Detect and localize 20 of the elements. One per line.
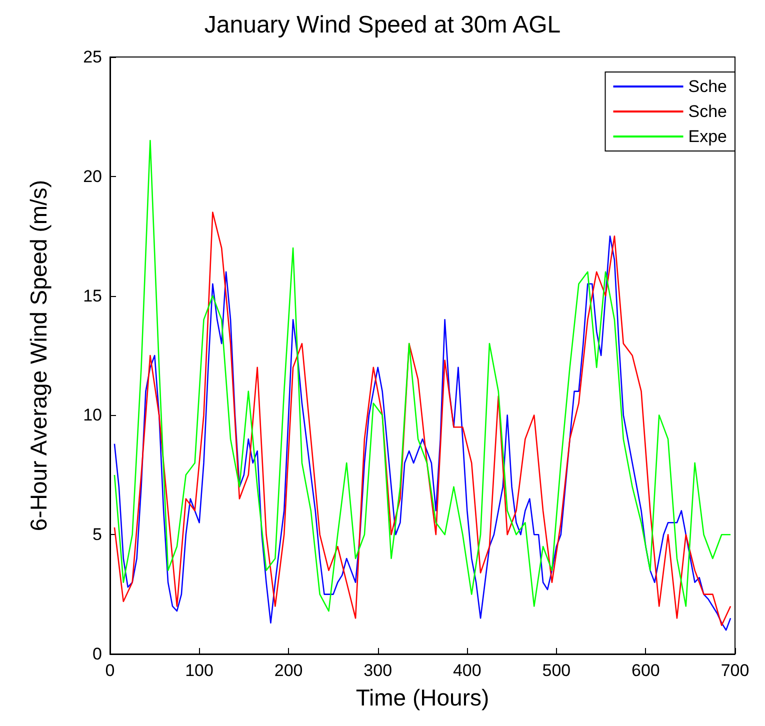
x-tick-label: 0 xyxy=(105,661,115,680)
x-axis-title: Time (Hours) xyxy=(356,684,490,710)
y-tick-label: 25 xyxy=(83,48,102,66)
y-tick-label: 0 xyxy=(92,644,102,664)
y-tick-label: 5 xyxy=(92,525,102,544)
legend-label: Sche xyxy=(688,102,727,121)
x-tick-label: 300 xyxy=(364,661,392,680)
y-tick-label: 10 xyxy=(83,406,102,425)
x-tick-label: 200 xyxy=(274,661,303,680)
x-tick-label: 600 xyxy=(632,661,660,680)
y-tick-label: 15 xyxy=(83,286,102,306)
x-tick-label: 100 xyxy=(185,661,214,680)
x-tick-label: 700 xyxy=(720,661,750,680)
y-tick-label: 20 xyxy=(83,166,102,186)
chart-title: January Wind Speed at 30m AGL xyxy=(204,12,561,38)
legend-label: Sche xyxy=(688,77,727,96)
x-tick-label: 500 xyxy=(542,661,571,680)
y-axis-title: 6-Hour Average Wind Speed (m/s) xyxy=(26,180,52,532)
legend-label: Expe xyxy=(688,127,727,146)
x-tick-label: 400 xyxy=(452,661,482,680)
